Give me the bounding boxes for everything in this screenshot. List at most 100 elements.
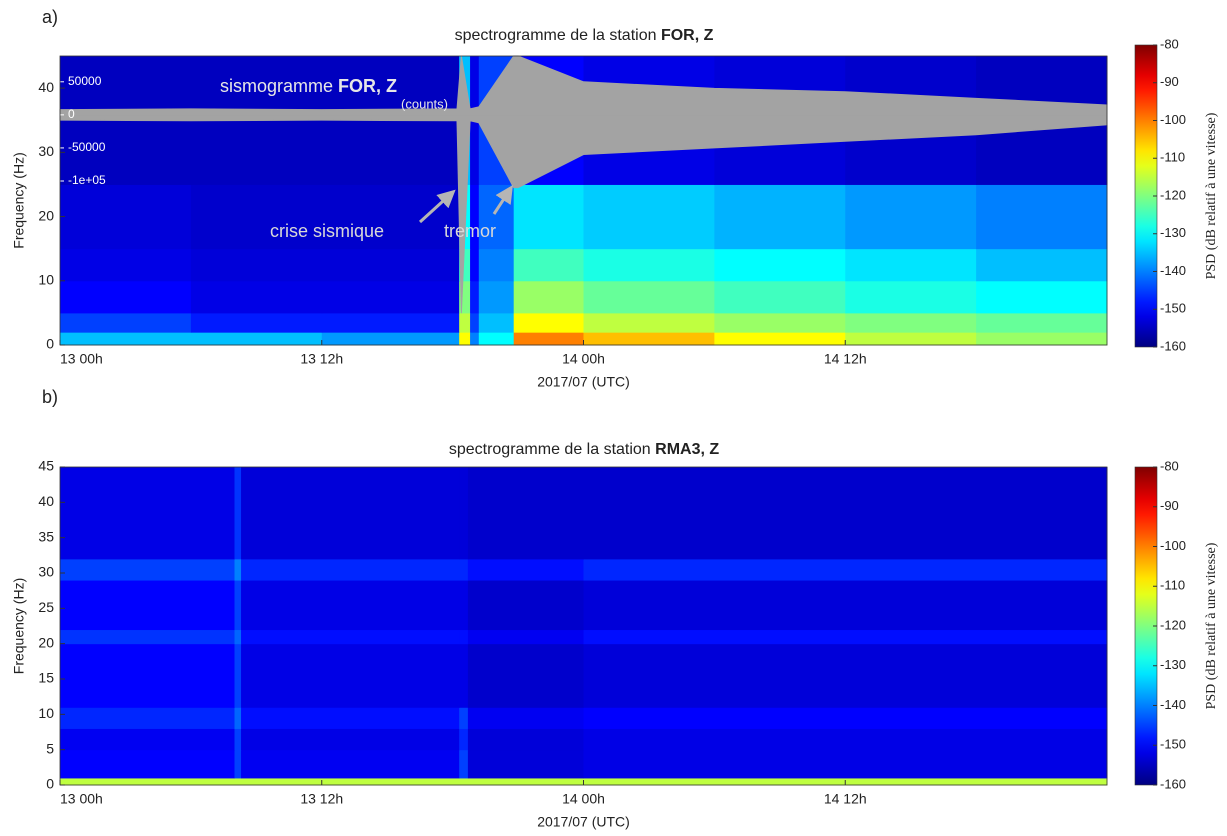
panel-label: a) xyxy=(42,7,58,27)
x-axis-label: 2017/07 (UTC) xyxy=(537,814,630,830)
y-tick-label: 0 xyxy=(46,776,54,792)
heat-cell xyxy=(60,467,235,560)
heat-cell xyxy=(714,312,846,333)
heat-cell xyxy=(241,467,460,560)
heat-cell xyxy=(60,248,192,282)
colorbar-label: PSD (dB relatif à une vitesse) xyxy=(1204,542,1219,709)
heat-cell xyxy=(60,728,235,751)
heat-cell xyxy=(60,707,235,729)
y-tick-label: 25 xyxy=(38,599,54,615)
y2-tick-label: 0 xyxy=(68,107,75,121)
y-tick-label: 15 xyxy=(38,670,54,686)
title-text: spectrogramme de la station xyxy=(449,441,651,458)
heat-cell xyxy=(845,248,977,282)
heat-cell xyxy=(190,184,323,250)
heat-cell xyxy=(234,749,242,779)
y-tick-label: 30 xyxy=(38,143,54,159)
y-tick-label: 10 xyxy=(38,271,54,287)
heat-cell xyxy=(459,558,469,581)
heat-cell xyxy=(583,312,715,333)
heat-cell xyxy=(321,280,460,314)
heat-cell xyxy=(467,643,584,708)
colorbar-tick-label: -100 xyxy=(1160,538,1186,553)
y-axis-label: Frequency (Hz) xyxy=(11,152,27,248)
annotation-arrow xyxy=(492,184,513,215)
heat-cell xyxy=(60,643,235,708)
heat-cell xyxy=(459,749,469,779)
heat-cell xyxy=(459,707,469,729)
heat-cell xyxy=(459,280,471,314)
colorbar-tick-label: -110 xyxy=(1160,150,1185,165)
annotation: crise sismique xyxy=(270,221,384,241)
heat-cell xyxy=(60,749,235,779)
heat-cell xyxy=(241,580,460,631)
heat-cell xyxy=(513,332,584,346)
heat-cell xyxy=(234,777,242,786)
heat-cell xyxy=(459,580,469,631)
heat-cell xyxy=(467,728,584,751)
heat-cell xyxy=(60,312,192,333)
x-tick-label: 14 00h xyxy=(562,351,605,367)
heat-cell xyxy=(190,332,323,346)
heat-cell xyxy=(714,184,846,250)
y-tick-label: 20 xyxy=(38,634,54,650)
y2-tick-label: -50000 xyxy=(68,140,106,154)
y-tick-label: 5 xyxy=(46,740,54,756)
heat-cell xyxy=(583,707,1108,729)
colorbar-label: PSD (dB relatif à une vitesse) xyxy=(1204,112,1219,279)
heat-cell xyxy=(60,629,235,645)
colorbar-tick-label: -80 xyxy=(1160,36,1179,51)
heat-cell xyxy=(845,280,977,314)
colorbar-tick-label: -150 xyxy=(1160,301,1186,316)
seismogram-envelope xyxy=(59,114,1108,314)
heat-cell xyxy=(241,629,460,645)
y-tick-label: 0 xyxy=(46,336,54,352)
colorbar-tick-label: -100 xyxy=(1160,112,1186,127)
heat-cell xyxy=(459,629,469,645)
title-station: FOR, Z xyxy=(661,27,714,44)
heat-cell xyxy=(470,184,480,250)
colorbar-tick-label: -120 xyxy=(1160,617,1186,632)
heat-cell xyxy=(467,629,584,645)
y-axis-label: Frequency (Hz) xyxy=(11,578,27,674)
heat-cell xyxy=(583,728,1108,751)
chart-title: spectrogramme de la station RMA3, Z xyxy=(449,441,720,458)
colorbar-tick-label: -140 xyxy=(1160,697,1186,712)
x-tick-label: 14 12h xyxy=(824,351,867,367)
heat-cell xyxy=(234,707,242,729)
x-tick-label: 14 00h xyxy=(562,791,605,807)
heat-cell xyxy=(845,332,977,346)
heat-cell xyxy=(976,280,1108,314)
y-tick-label: 10 xyxy=(38,705,54,721)
seismogram-label: sismogramme FOR, Z xyxy=(220,76,397,96)
heat-cell xyxy=(459,777,469,786)
heat-cell xyxy=(583,184,715,250)
heat-cell xyxy=(583,248,715,282)
x-tick-label: 14 12h xyxy=(824,791,867,807)
heat-cell xyxy=(583,467,1108,560)
heat-cell xyxy=(459,467,469,560)
heat-cell xyxy=(513,280,584,314)
heat-cell xyxy=(60,280,192,314)
x-tick-label: 13 12h xyxy=(300,791,343,807)
annotation: tremor xyxy=(444,221,496,241)
heat-cell xyxy=(60,777,235,786)
x-tick-label: 13 00h xyxy=(60,351,103,367)
heat-cell xyxy=(241,643,460,708)
y-tick-label: 40 xyxy=(38,79,54,95)
heat-cell xyxy=(321,312,460,333)
colorbar-tick-label: -130 xyxy=(1160,657,1186,672)
colorbar-tick-label: -80 xyxy=(1160,458,1179,473)
x-axis-label: 2017/07 (UTC) xyxy=(537,374,630,390)
heat-cell xyxy=(241,777,460,786)
heat-cell xyxy=(583,280,715,314)
heat-cell xyxy=(467,707,584,729)
heat-cell xyxy=(714,332,846,346)
heat-cell xyxy=(467,777,584,786)
x-tick-label: 13 00h xyxy=(60,791,103,807)
heat-cell xyxy=(60,558,235,581)
heat-cell xyxy=(976,332,1108,346)
heat-cell xyxy=(470,332,480,346)
heat-cell xyxy=(459,312,471,333)
